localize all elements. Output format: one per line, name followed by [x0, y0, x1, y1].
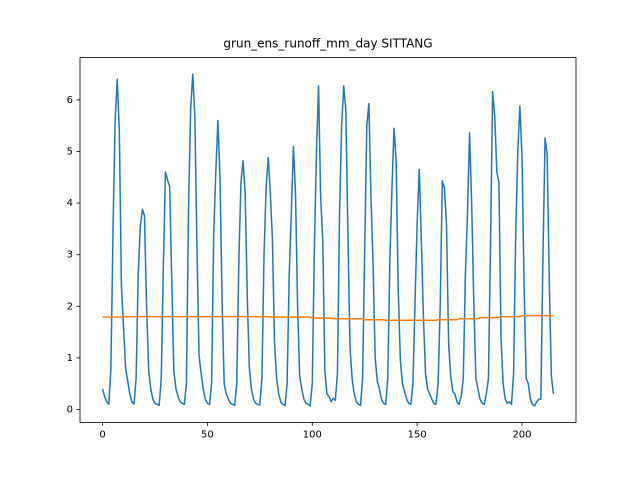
chart-title: grun_ens_runoff_mm_day SITTANG	[223, 37, 432, 51]
y-tick-label: 3	[67, 250, 73, 261]
series-line	[101, 73, 555, 407]
y-tick-label: 0	[67, 405, 73, 416]
y-tick-label: 1	[67, 353, 73, 364]
y-tick-label: 2	[67, 301, 73, 312]
x-tick-label: 100	[303, 429, 322, 440]
x-tick-label: 50	[201, 429, 214, 440]
y-tick-label: 6	[67, 95, 73, 106]
x-tick-label: 0	[99, 429, 105, 440]
plot-frame	[79, 57, 577, 423]
y-tick-label: 5	[67, 147, 73, 158]
x-tick-label: 200	[512, 429, 531, 440]
y-tick-label: 4	[67, 198, 73, 209]
x-tick-label: 150	[408, 429, 427, 440]
series-line	[102, 314, 554, 321]
